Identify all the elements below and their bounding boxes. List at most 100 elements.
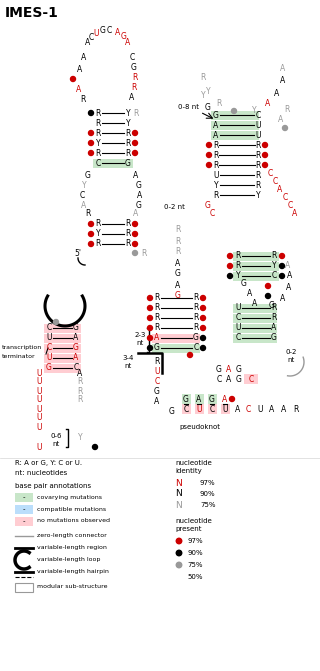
Text: G: G [271, 333, 277, 342]
Text: A: A [129, 93, 135, 101]
Text: G: G [121, 32, 126, 41]
Text: Y: Y [252, 106, 257, 115]
Circle shape [132, 242, 138, 246]
Text: G: G [154, 387, 160, 397]
Circle shape [148, 346, 153, 350]
Text: R: A or G, Y: C or U.: R: A or G, Y: C or U. [15, 460, 82, 466]
Text: nt: nt [287, 357, 295, 363]
Text: G: G [236, 364, 242, 374]
Text: R: R [235, 262, 241, 270]
Text: C: C [46, 344, 52, 352]
Text: U: U [255, 121, 261, 130]
Circle shape [132, 150, 138, 156]
Circle shape [148, 295, 153, 301]
Text: 97%: 97% [187, 538, 203, 544]
Circle shape [262, 142, 268, 148]
Text: A: A [175, 280, 180, 289]
Text: G: G [216, 364, 222, 374]
Bar [233, 323, 277, 333]
Text: U: U [36, 413, 42, 423]
Text: Y: Y [236, 272, 240, 280]
Circle shape [89, 231, 93, 236]
Text: C: C [209, 405, 215, 413]
Bar [233, 272, 279, 280]
Text: C: C [95, 158, 100, 168]
Text: R: R [213, 191, 219, 199]
Circle shape [89, 111, 93, 115]
Bar [152, 333, 200, 342]
Bar [152, 344, 200, 352]
Text: R: R [255, 160, 261, 170]
Bar [44, 333, 81, 342]
Text: R: R [271, 252, 277, 260]
Text: A: A [271, 323, 276, 333]
Text: Y: Y [272, 262, 276, 270]
Text: IMES-1: IMES-1 [5, 6, 59, 20]
Text: 3-4: 3-4 [122, 355, 134, 361]
Text: R: R [271, 303, 277, 313]
Text: Y: Y [96, 138, 100, 148]
Text: Y: Y [78, 433, 82, 442]
Text: A: A [196, 395, 202, 403]
Text: R: R [255, 170, 261, 180]
Text: G: G [175, 291, 181, 301]
Bar [233, 313, 277, 323]
Circle shape [53, 319, 59, 325]
Circle shape [148, 305, 153, 311]
Text: C: C [89, 34, 94, 42]
Text: G: G [236, 374, 242, 384]
Text: nucleotide: nucleotide [175, 460, 212, 466]
Text: R: R [80, 95, 86, 105]
Text: G: G [169, 407, 175, 417]
Text: R: R [125, 229, 131, 238]
Bar [44, 344, 81, 352]
Text: R: R [154, 358, 160, 366]
Circle shape [262, 162, 268, 168]
Text: U: U [36, 386, 42, 395]
Text: C: C [46, 323, 52, 333]
Text: U: U [46, 333, 52, 342]
Text: R: R [85, 209, 91, 219]
Text: A: A [115, 28, 120, 36]
Text: Y: Y [214, 180, 218, 189]
Text: 0-8 nt: 0-8 nt [178, 104, 198, 110]
Text: nt: nt [136, 340, 144, 346]
Text: R: R [175, 236, 181, 246]
Text: A: A [277, 185, 283, 193]
Circle shape [132, 250, 138, 256]
Text: R: R [175, 248, 181, 256]
Circle shape [148, 325, 153, 331]
Bar [15, 582, 33, 592]
Text: C: C [129, 52, 135, 62]
Text: R: R [95, 109, 101, 117]
Circle shape [176, 574, 182, 580]
Text: Y: Y [96, 229, 100, 238]
Text: present: present [175, 526, 202, 532]
Text: A: A [213, 121, 219, 130]
Text: A: A [213, 130, 219, 140]
Text: U: U [235, 323, 241, 333]
Text: N: N [175, 501, 182, 509]
Text: R: R [216, 99, 222, 109]
Circle shape [201, 315, 205, 321]
Circle shape [148, 336, 153, 340]
Text: G: G [209, 395, 215, 403]
Circle shape [201, 325, 205, 331]
Text: G: G [136, 201, 142, 211]
Text: A: A [279, 76, 285, 85]
Text: R: R [133, 109, 139, 117]
Text: G: G [136, 181, 142, 191]
Text: Y: Y [206, 87, 211, 97]
Text: C: C [287, 201, 292, 209]
Circle shape [279, 254, 284, 258]
Text: nt: nt [52, 441, 60, 447]
Circle shape [279, 274, 284, 278]
Text: R: R [95, 240, 101, 248]
Text: G: G [241, 278, 247, 287]
Text: C: C [236, 313, 241, 323]
Circle shape [132, 130, 138, 136]
Bar [44, 364, 81, 372]
Bar [233, 262, 279, 270]
Bar [208, 404, 217, 414]
Text: R: R [141, 248, 147, 258]
